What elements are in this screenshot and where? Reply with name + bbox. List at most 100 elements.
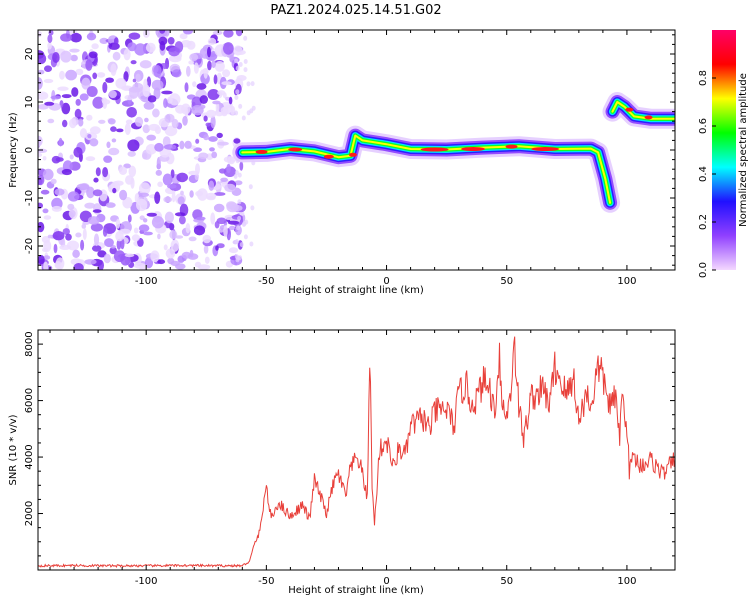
noise-blob <box>89 138 99 147</box>
noise-blob <box>59 70 65 80</box>
noise-blob <box>81 77 91 90</box>
noise-blob <box>52 231 65 241</box>
noise-blob <box>227 156 236 165</box>
noise-blob <box>165 248 176 259</box>
noise-blob <box>243 67 248 73</box>
noise-blob <box>158 36 168 46</box>
noise-blob <box>61 119 68 128</box>
y-tick-label: 0 <box>24 147 35 153</box>
noise-blob <box>203 68 208 79</box>
noise-blob <box>38 104 49 110</box>
noise-blob <box>168 47 180 57</box>
noise-blob <box>188 170 200 176</box>
x-tick-label: -50 <box>258 276 274 287</box>
noise-blob <box>43 255 51 260</box>
noise-blob <box>224 183 236 193</box>
noise-blob <box>80 239 85 251</box>
noise-blob <box>142 124 150 134</box>
spectrogram-y-axis-label: Frequency (Hz) <box>8 112 19 188</box>
noise-blob <box>223 225 228 238</box>
noise-blob <box>150 250 160 263</box>
noise-blob <box>123 48 131 61</box>
snr-x-axis-label: Height of straight line (km) <box>288 585 424 596</box>
noise-blob <box>38 53 47 65</box>
noise-blob <box>226 163 231 174</box>
x-tick-label: 50 <box>500 276 513 287</box>
noise-blob <box>169 230 178 240</box>
noise-blob <box>127 139 140 152</box>
noise-blob <box>73 263 84 270</box>
noise-blob <box>44 65 52 72</box>
noise-blob <box>209 147 215 152</box>
noise-blob <box>215 245 219 251</box>
noise-blob <box>133 227 139 234</box>
noise-blob <box>250 81 255 87</box>
noise-blob <box>69 154 74 160</box>
figure-title: PAZ1.2024.025.14.51.G02 <box>270 3 441 18</box>
colorbar-tick-label: 0.0 <box>698 262 709 278</box>
noise-blob <box>234 170 239 176</box>
noise-blob <box>239 161 244 171</box>
noise-blob <box>38 255 45 265</box>
noise-blob <box>93 203 102 215</box>
noise-blob <box>95 167 101 177</box>
y-tick-label: -10 <box>24 190 35 206</box>
snr-panel: -100 -50 0 50 100 2000 4000 6000 8000 Height of … <box>8 329 676 596</box>
noise-blob <box>101 97 108 103</box>
noise-blob <box>233 173 238 179</box>
noise-blob <box>40 189 50 195</box>
noise-blob <box>182 115 188 126</box>
noise-blob <box>227 220 240 225</box>
noise-blob <box>91 43 99 50</box>
noise-blob <box>217 90 226 96</box>
noise-blob <box>183 30 193 35</box>
ridge-hotspot <box>255 149 268 154</box>
noise-blob <box>154 142 164 152</box>
noise-blob <box>82 228 87 240</box>
noise-blob <box>199 95 208 104</box>
noise-blob <box>62 228 70 235</box>
noise-blob <box>59 244 72 250</box>
x-tick-label: -100 <box>135 576 158 587</box>
noise-blob <box>164 211 174 224</box>
x-tick-label: 100 <box>617 576 636 587</box>
noise-blob <box>213 203 225 213</box>
noise-blob <box>248 184 253 190</box>
noise-blob <box>142 84 151 97</box>
noise-blob <box>87 216 100 225</box>
noise-blob <box>189 249 194 258</box>
noise-blob <box>146 76 152 88</box>
colorbar: 0.0 0.2 0.4 0.6 0.8 Normalized spectral ampl… <box>698 30 749 278</box>
noise-blob <box>75 68 84 76</box>
noise-blob <box>179 140 185 150</box>
noise-blob <box>92 209 102 213</box>
noise-blob <box>164 30 170 37</box>
noise-blob <box>223 42 234 55</box>
noise-blob <box>250 205 255 211</box>
noise-blob <box>193 147 203 152</box>
noise-blob <box>61 102 71 115</box>
noise-blob <box>133 262 146 269</box>
noise-blob <box>79 93 89 101</box>
x-tick-label: 50 <box>500 576 513 587</box>
noise-blob <box>163 144 177 150</box>
noise-blob <box>67 191 80 202</box>
noise-blob <box>205 192 217 200</box>
ridge-hotspot <box>420 147 449 152</box>
noise-blob <box>84 202 96 209</box>
noise-blob <box>104 238 114 248</box>
noise-blob <box>191 105 204 116</box>
noise-blob <box>235 30 243 37</box>
noise-blob <box>107 118 116 125</box>
noise-blob <box>102 227 108 237</box>
noise-blob <box>43 215 52 220</box>
noise-blob <box>235 65 240 71</box>
noise-blob <box>55 157 64 162</box>
noise-blob <box>151 216 165 229</box>
noise-blob <box>211 60 216 69</box>
noise-blob <box>175 235 184 239</box>
noise-blob <box>234 110 239 116</box>
noise-blob <box>86 114 93 121</box>
noise-blob <box>103 253 111 264</box>
snr-ticks: -100 -50 0 50 100 2000 4000 6000 8000 <box>24 329 676 587</box>
